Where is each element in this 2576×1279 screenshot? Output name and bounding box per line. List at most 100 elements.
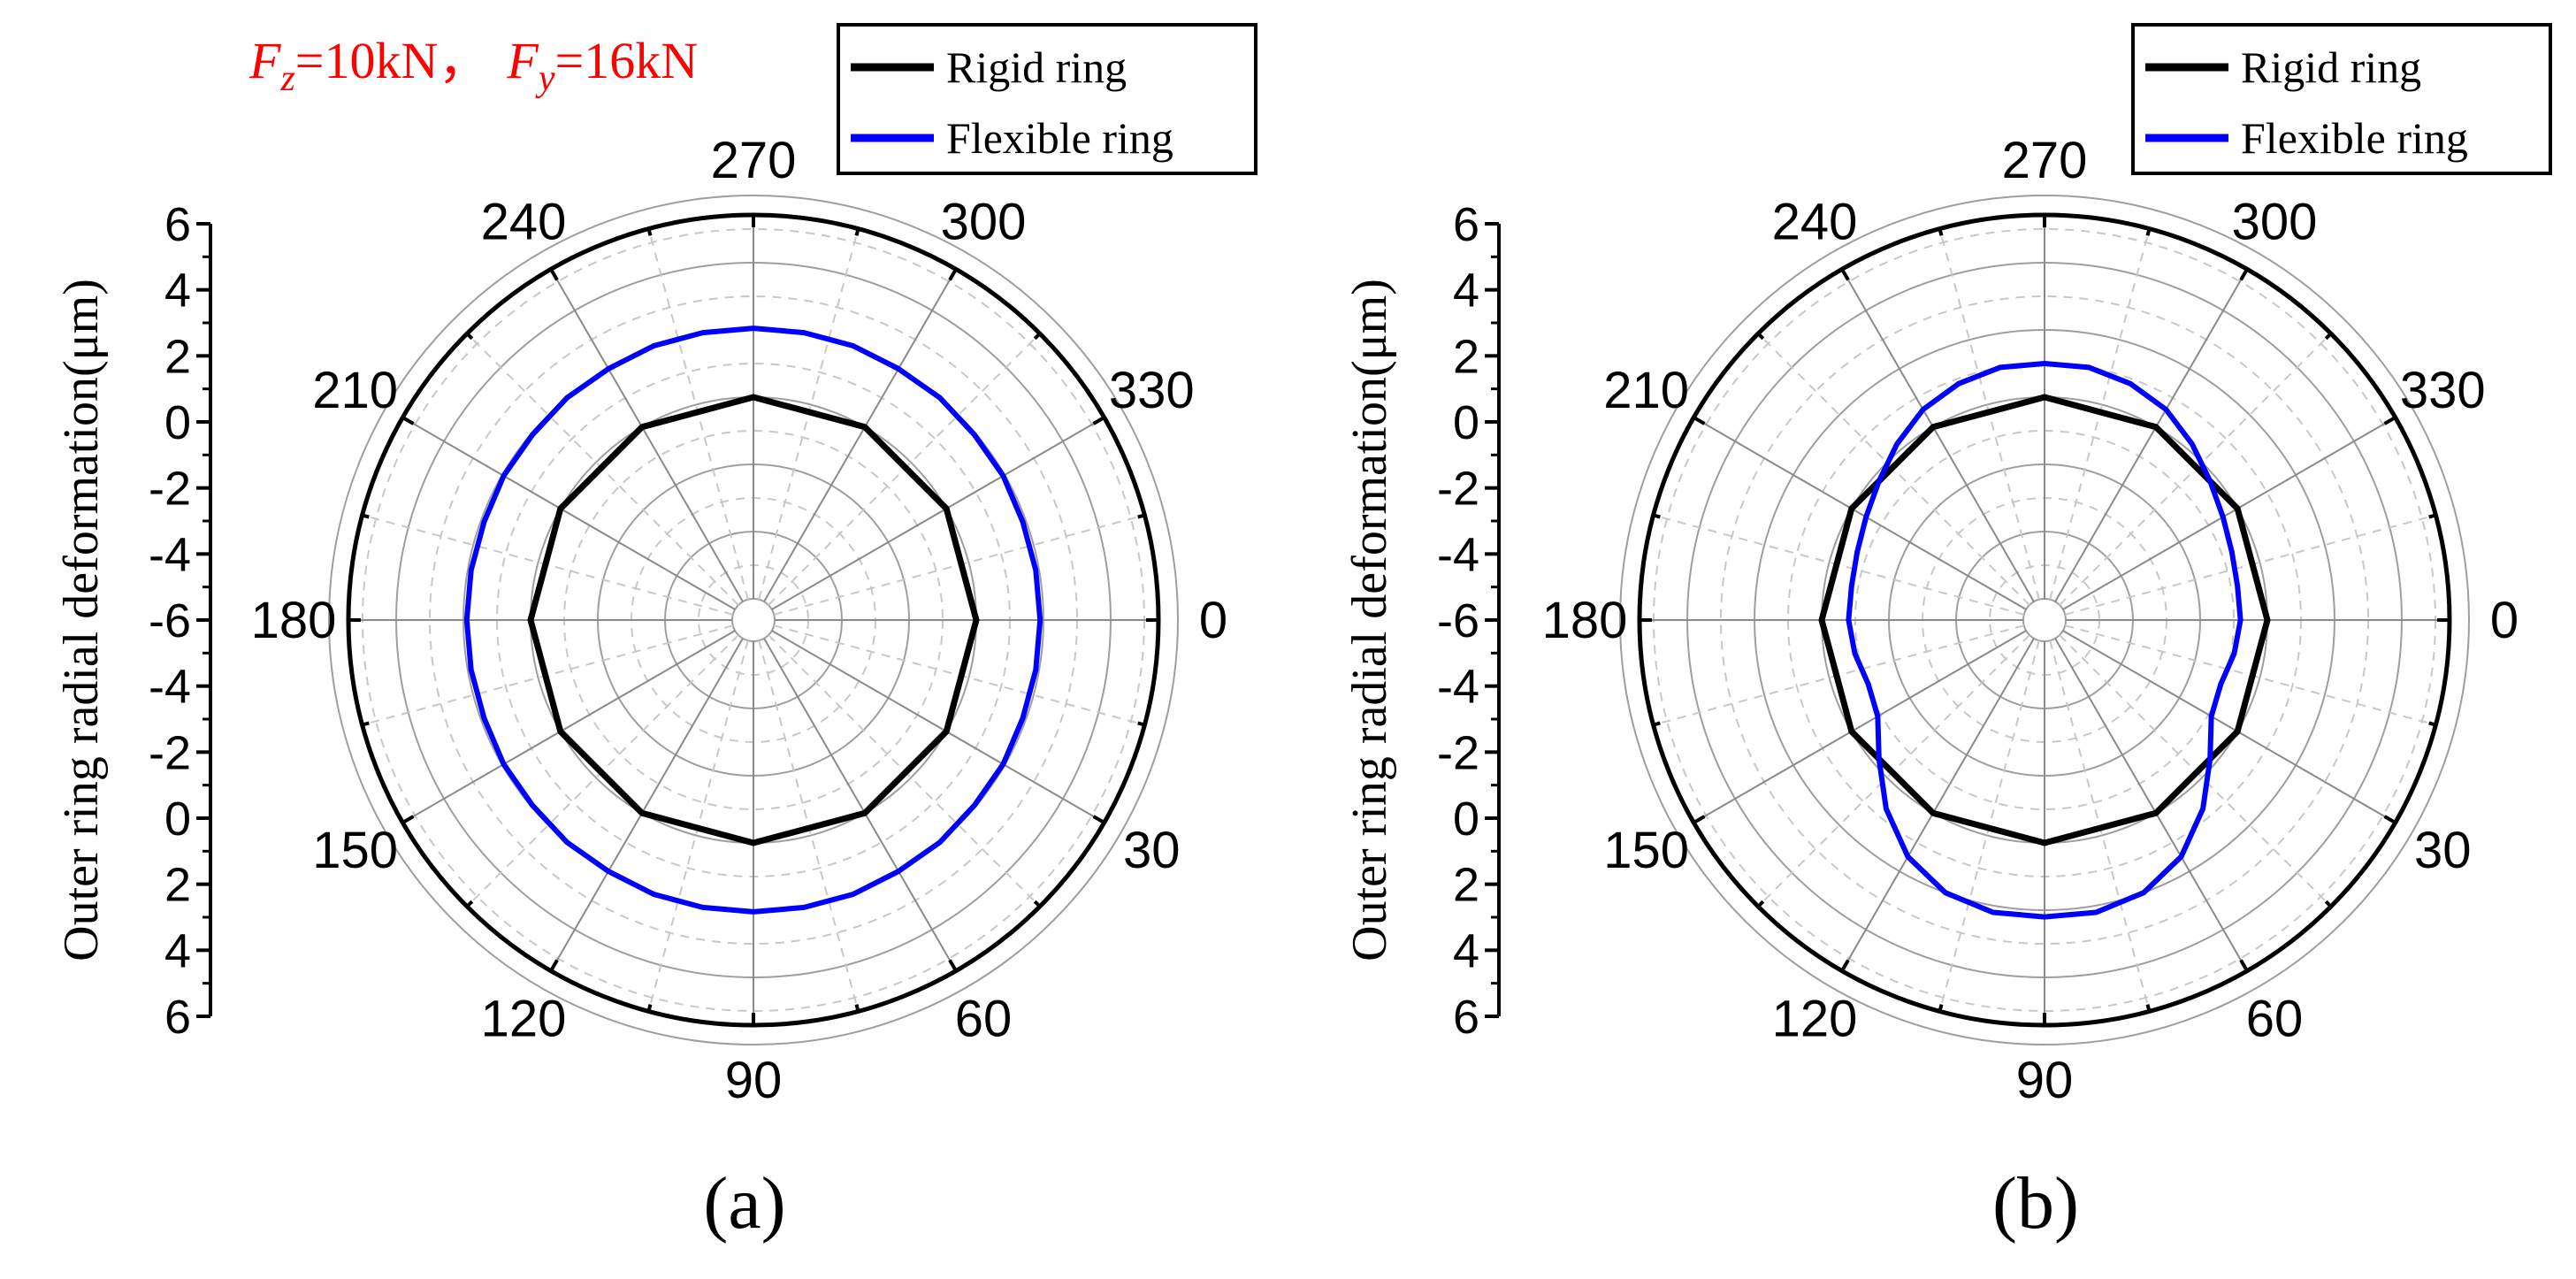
angle-tick — [646, 228, 653, 236]
radial-axis-tick-label: 0 — [1453, 396, 1479, 449]
angle-tick — [401, 815, 415, 824]
fz-value: =10kN， — [295, 32, 490, 89]
angle-tick — [362, 721, 370, 727]
load-annotation: Fz=10kN， Fy=16kN — [248, 32, 698, 99]
series-line-rigid-ring — [527, 394, 980, 846]
angle-tick — [1092, 815, 1105, 824]
angle-tick — [1653, 721, 1661, 727]
radial-axis: 6 4 2 0 -2 -4 -6 -4 -2 0 2 4 6 — [1437, 198, 1501, 1044]
radial-axis-tick-label: -4 — [149, 528, 191, 581]
angle-tick — [2145, 1004, 2152, 1012]
angle-tick-label: 240 — [481, 194, 567, 251]
fz-subscript: z — [279, 58, 294, 99]
angle-tick — [1137, 721, 1145, 727]
angle-tick — [2383, 416, 2396, 425]
angle-tick-labels: 0 30 60 90 120 150 180 210 240 270 300 330 — [1542, 132, 2519, 1109]
radial-axis-tick-label: 4 — [1453, 924, 1479, 977]
fy-value: =16kN — [555, 32, 699, 89]
angle-tick-label: 180 — [1542, 592, 1628, 649]
angle-tick-labels: 0 30 60 90 120 150 180 210 240 270 300 330 — [251, 132, 1228, 1109]
angle-tick — [1840, 959, 1850, 972]
polar-grid — [328, 195, 1179, 1045]
radial-axis-tick-label: 6 — [164, 198, 191, 251]
angle-tick-label: 120 — [481, 990, 567, 1047]
angle-tick — [854, 228, 860, 236]
angle-tick — [1092, 416, 1105, 425]
grid-spoke — [2054, 268, 2248, 602]
grid-spoke — [550, 268, 744, 602]
angle-tick — [1840, 268, 1850, 281]
radial-axis: 6 4 2 0 -2 -4 -6 -4 -2 0 2 4 6 — [149, 198, 212, 1044]
radial-axis-tick-label: 4 — [1453, 264, 1479, 318]
legend-label-rigid-ring: Rigid ring — [946, 42, 1127, 92]
grid-spoke — [1841, 268, 2035, 602]
grid-spoke — [763, 638, 957, 972]
radial-axis-tick-label: 0 — [164, 793, 191, 846]
angle-tick — [948, 268, 958, 281]
grid-spoke — [401, 630, 736, 823]
grid-spoke — [2062, 630, 2396, 823]
angle-tick — [2428, 721, 2436, 727]
grid-circle — [2022, 598, 2067, 642]
grid-spoke — [2054, 638, 2248, 972]
angle-tick — [465, 332, 474, 341]
radial-axis-tick-label: -4 — [1437, 661, 1479, 714]
radial-axis-tick-label: 6 — [1453, 991, 1479, 1044]
angle-tick — [1693, 815, 1706, 824]
radial-axis-tick-label: 2 — [1453, 859, 1479, 912]
angle-tick-label: 270 — [2002, 132, 2088, 189]
panel-label: (b) — [1992, 1162, 2079, 1245]
angle-tick — [1756, 900, 1765, 908]
grid-spoke — [763, 268, 957, 602]
series-line-rigid-ring — [1818, 394, 2271, 846]
panel-label: (a) — [703, 1162, 785, 1245]
angle-tick — [854, 1004, 860, 1012]
angle-tick — [401, 416, 415, 425]
legend-box — [2131, 23, 2552, 175]
angle-tick-label: 60 — [2246, 990, 2304, 1047]
series-line-flexible-ring — [463, 325, 1043, 915]
grid-circle — [731, 598, 776, 642]
angle-tick-label: 90 — [2016, 1052, 2074, 1109]
radial-axis-tick-label: 2 — [164, 859, 191, 912]
fy-subscript: y — [535, 58, 555, 99]
angle-tick — [2239, 959, 2249, 972]
angle-tick-label: 300 — [2232, 194, 2318, 251]
grid-spoke — [1841, 638, 2035, 972]
legend-label-flexible-ring: Flexible ring — [2241, 113, 2468, 163]
angle-tick-label: 180 — [251, 592, 337, 649]
angle-tick — [362, 513, 370, 519]
angle-tick — [2145, 228, 2152, 236]
angle-tick — [1137, 513, 1145, 519]
angle-tick — [1033, 332, 1042, 341]
angle-tick — [465, 900, 474, 908]
angle-tick-label: 240 — [1772, 194, 1858, 251]
angle-tick — [2383, 815, 2396, 824]
radial-axis-tick-label: -6 — [149, 594, 191, 647]
series-layer — [1818, 361, 2271, 920]
radial-axis-tick-label: -4 — [149, 661, 191, 714]
angle-tick-label: 0 — [1199, 592, 1227, 649]
angle-tick — [2324, 900, 2333, 908]
grid-spoke — [771, 630, 1105, 823]
y-axis-label: Outer ring radial deformation(μm) — [54, 279, 109, 961]
angle-tick-label: 60 — [955, 990, 1013, 1047]
radial-axis-tick-label: 6 — [1453, 198, 1479, 251]
grid-spoke — [771, 417, 1105, 610]
angle-tick — [549, 959, 559, 972]
fz-symbol: F — [248, 32, 281, 89]
legend: Rigid ring Flexible ring — [2131, 23, 2552, 175]
angle-tick — [646, 1004, 653, 1012]
angle-tick — [1033, 900, 1042, 908]
angle-tick-label: 330 — [2400, 362, 2486, 419]
legend-label-rigid-ring: Rigid ring — [2241, 42, 2421, 92]
radial-axis-tick-label: -4 — [1437, 528, 1479, 581]
angle-tick-label: 150 — [312, 822, 398, 879]
angle-tick — [1653, 513, 1661, 519]
radial-axis-tick-label: -2 — [149, 726, 191, 779]
radial-axis-tick-label: 6 — [164, 991, 191, 1044]
angle-tick-label: 210 — [312, 362, 398, 419]
series-layer — [463, 325, 1043, 915]
angle-tick-label: 150 — [1603, 822, 1689, 879]
